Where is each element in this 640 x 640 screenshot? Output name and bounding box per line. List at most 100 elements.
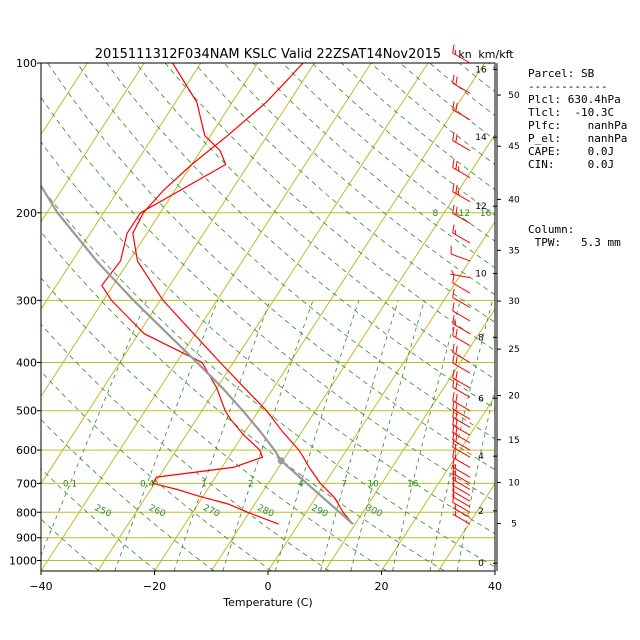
wind-barb-flag [457,166,460,172]
wind-barb [452,392,471,412]
mixing-ratio-label: 4 [298,479,304,489]
mixing-ratio-label: 28 [522,209,534,219]
isotherm-line [41,63,202,310]
mixing-ratio-label: 0.4 [140,479,155,489]
wind-barb-flag [455,76,458,86]
dry-adiabat-label: 300 [364,503,384,519]
info-tlcl: Tlcl: -10.3C [528,106,614,119]
wind-barb-flag [452,132,455,141]
isotherm-line [41,63,315,485]
wind-barbs [450,44,471,525]
wind-barb-flag [454,229,457,235]
wind-barb-flag [452,400,455,410]
km-tick-label: 10 [475,270,487,280]
wind-barb-staff [452,377,471,389]
pressure-tick-label: 900 [16,532,37,545]
wind-barb-staff [452,109,471,121]
wind-barb-staff [452,296,471,308]
dry-adiabat-label: 270 [201,503,221,519]
wind-barb [450,245,471,262]
wind-barb-flag [455,345,458,355]
mixing-ratio-label: 0.1 [63,479,77,489]
mixing-ratio-line [350,300,425,571]
kft-tick-label: 30 [508,297,520,307]
wind-barb-flag [452,378,455,388]
dry-adiabat-line [223,63,495,296]
wind-barb-staff [452,191,471,203]
wind-barb [452,448,471,468]
wind-barb-flag [452,464,455,474]
wind-barb-flag [455,328,458,338]
mixing-ratio-line [41,300,148,557]
wind-barb-staff [452,416,471,428]
dry-adiabat-line [41,518,100,571]
dry-adiabat-line [41,419,215,571]
wind-barb [452,159,471,179]
info-column: Column: [528,223,574,236]
wind-barb-flag [452,471,455,480]
wind-barb-staff [452,501,471,513]
dry-adiabat-line [41,468,157,571]
wind-barb [452,274,471,294]
plot-frame [40,62,496,572]
wind-barb [452,74,471,94]
wind-barb-flag [452,302,455,311]
wind-barb-staff [452,362,471,374]
isotherm-line [154,63,486,571]
pressure-tick-label: 400 [16,357,37,370]
parcel-info-panel: Parcel: SB ------------ Plcl: 630.4hPa T… [528,67,627,249]
wind-barb-staff [452,496,471,508]
wind-barb-flag [452,288,455,298]
wind-barb-flag [455,103,458,112]
km-tick-label: 8 [478,333,484,343]
kft-tick-label: 20 [508,392,520,402]
mixing-ratio-label: 16 [407,479,419,489]
wind-barb-flag [451,270,455,275]
wind-barb-flag [454,476,457,482]
dry-adiabat-line [41,141,495,535]
km-tick-label: 0 [478,559,484,569]
wind-barb-flag [452,74,455,84]
kft-tick-label: 5 [511,520,517,530]
wind-barb-flag [454,320,457,326]
wind-barb-staff [452,386,471,398]
wind-barb [452,315,471,335]
mixing-ratio-line [456,386,495,571]
temperature-tick-label: −20 [143,580,166,593]
kft-tick-label: 25 [508,345,519,355]
mixing-ratio-label: 32 [533,209,544,219]
temperature-line [132,63,354,525]
temperature-tick-label: 40 [488,580,502,593]
temperature-tick-label: 0 [265,580,272,593]
wind-barb-flag [452,369,455,378]
wind-barb [452,132,471,152]
mixing-ratio-label: 16 [480,209,492,219]
mixing-ratio-label: 8 [433,209,439,219]
info-cape: CAPE: 0.0J [528,145,614,158]
isotherm-line [210,133,495,571]
wind-barb-staff [452,484,471,496]
mixing-ratio-line [320,300,399,571]
wind-barb [452,327,471,347]
wind-barb [452,302,471,322]
wind-barb-flag [452,488,455,497]
dry-adiabat-line [41,323,330,571]
units-kn-label: kn [458,48,471,61]
mixing-ratio-line [392,300,461,571]
dry-adiabat-line [41,370,272,571]
mixing-ratio-label: 2 [248,479,254,489]
wind-barb-flag [454,454,457,460]
wind-barb-staff [452,282,471,294]
pressure-tick-label: 600 [16,444,37,457]
wind-barb [452,482,471,502]
wind-barb-flag [457,190,460,196]
kft-tick-label: 40 [508,195,520,205]
wind-barb [452,510,471,525]
x-axis-label: Temperature (C) [222,596,312,609]
wind-barb [452,183,471,203]
temperature-tick-label: 20 [375,580,389,593]
isotherm-line [97,63,429,571]
km-tick-label: 16 [475,65,487,75]
wind-barb [452,354,471,374]
kft-tick-label: 10 [508,479,520,489]
